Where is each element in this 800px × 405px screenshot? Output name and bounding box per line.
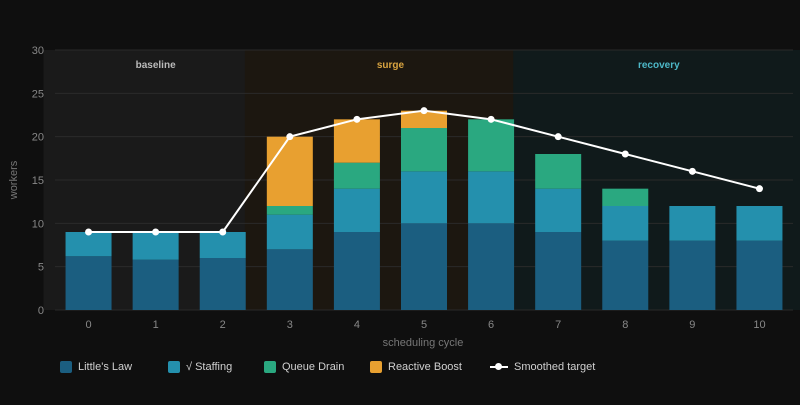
legend-label: Reactive Boost bbox=[388, 361, 462, 373]
x-tick-label: 6 bbox=[488, 319, 494, 331]
phase-label-recovery: recovery bbox=[638, 60, 680, 71]
bar-segment bbox=[468, 119, 515, 172]
bar-segment bbox=[401, 223, 447, 310]
bar-segment bbox=[266, 249, 313, 310]
x-tick-label: 5 bbox=[421, 319, 427, 331]
line-point bbox=[688, 167, 696, 175]
legend-item: √ Staffing bbox=[168, 361, 264, 373]
y-tick-label: 30 bbox=[32, 45, 44, 57]
bars bbox=[65, 110, 783, 310]
x-tick-label: 7 bbox=[555, 319, 561, 331]
x-tick-label: 8 bbox=[622, 319, 628, 331]
x-tick-label: 4 bbox=[354, 319, 360, 331]
bar-segment bbox=[736, 240, 783, 310]
phase-label-surge: surge bbox=[377, 60, 405, 71]
bar-segment bbox=[401, 171, 447, 224]
bar-segment bbox=[132, 259, 179, 310]
bar-segment bbox=[333, 162, 380, 189]
bar-segment bbox=[199, 258, 246, 310]
line-point bbox=[487, 115, 495, 123]
legend-line-marker bbox=[490, 361, 508, 373]
line-point bbox=[85, 228, 93, 236]
x-tick-label: 0 bbox=[85, 319, 91, 331]
bar-segment bbox=[65, 256, 112, 310]
y-tick-label: 20 bbox=[32, 132, 44, 144]
legend-swatch bbox=[168, 361, 180, 373]
y-tick-label: 10 bbox=[32, 218, 44, 230]
bar-segment bbox=[602, 240, 649, 310]
bar-segment bbox=[602, 206, 649, 241]
bar-segment bbox=[266, 206, 313, 215]
bar-segment bbox=[333, 119, 380, 163]
bar-segment bbox=[535, 188, 582, 232]
x-tick-label: 2 bbox=[220, 319, 226, 331]
x-axis-label: scheduling cycle bbox=[383, 337, 464, 349]
legend: Little's Law √ Staffing Queue Drain Reactiv… bbox=[60, 361, 595, 373]
bar-segment bbox=[132, 232, 179, 260]
bar-segment bbox=[65, 232, 112, 257]
bar-segment bbox=[736, 206, 783, 241]
x-tick-label: 9 bbox=[689, 319, 695, 331]
legend-swatch bbox=[60, 361, 72, 373]
bar-segment bbox=[199, 232, 246, 258]
legend-label: Little's Law bbox=[78, 361, 133, 373]
x-tick-label: 10 bbox=[753, 319, 765, 331]
bar-segment bbox=[535, 232, 582, 310]
line-point bbox=[353, 115, 361, 123]
line-point bbox=[621, 150, 629, 158]
legend-item: Queue Drain bbox=[264, 361, 370, 373]
legend-item-line: Smoothed target bbox=[490, 361, 595, 373]
phase-label-baseline: baseline bbox=[136, 60, 176, 71]
bar-segment bbox=[669, 240, 716, 310]
y-axis-label: workers bbox=[8, 160, 20, 200]
y-tick-label: 5 bbox=[38, 262, 44, 274]
line-point bbox=[152, 228, 160, 236]
y-tick-label: 15 bbox=[32, 175, 44, 187]
x-tick-label: 3 bbox=[287, 319, 293, 331]
bar-segment bbox=[669, 206, 716, 241]
bar-segment bbox=[468, 223, 515, 310]
line-point bbox=[554, 133, 562, 141]
legend-item: Reactive Boost bbox=[370, 361, 490, 373]
bar-segment bbox=[602, 188, 649, 206]
bar-segment bbox=[333, 232, 380, 310]
line-point bbox=[755, 185, 763, 193]
bar-segment bbox=[266, 214, 313, 250]
legend-label: Smoothed target bbox=[514, 361, 596, 373]
legend-swatch bbox=[264, 361, 276, 373]
bar-segment bbox=[468, 171, 515, 224]
legend-item: Little's Law bbox=[60, 361, 168, 373]
bar-segment bbox=[266, 136, 313, 206]
legend-label: Queue Drain bbox=[282, 361, 345, 373]
line-point bbox=[286, 133, 294, 141]
x-tick-label: 1 bbox=[153, 319, 159, 331]
y-tick-label: 25 bbox=[32, 88, 44, 100]
bar-segment bbox=[401, 110, 447, 128]
bar-segment bbox=[535, 154, 582, 189]
axis-ticks: 0 5 10 15 20 25 30 0 1 2 3 4 5 6 7 8 9 10 bbox=[32, 45, 766, 331]
y-tick-label: 0 bbox=[38, 305, 44, 317]
line-point bbox=[420, 107, 428, 115]
bar-segment bbox=[333, 188, 380, 232]
bar-segment bbox=[401, 128, 447, 172]
legend-swatch bbox=[370, 361, 382, 373]
smoothed-target-line bbox=[85, 107, 763, 236]
line-point bbox=[219, 228, 227, 236]
legend-label: √ Staffing bbox=[186, 361, 233, 373]
